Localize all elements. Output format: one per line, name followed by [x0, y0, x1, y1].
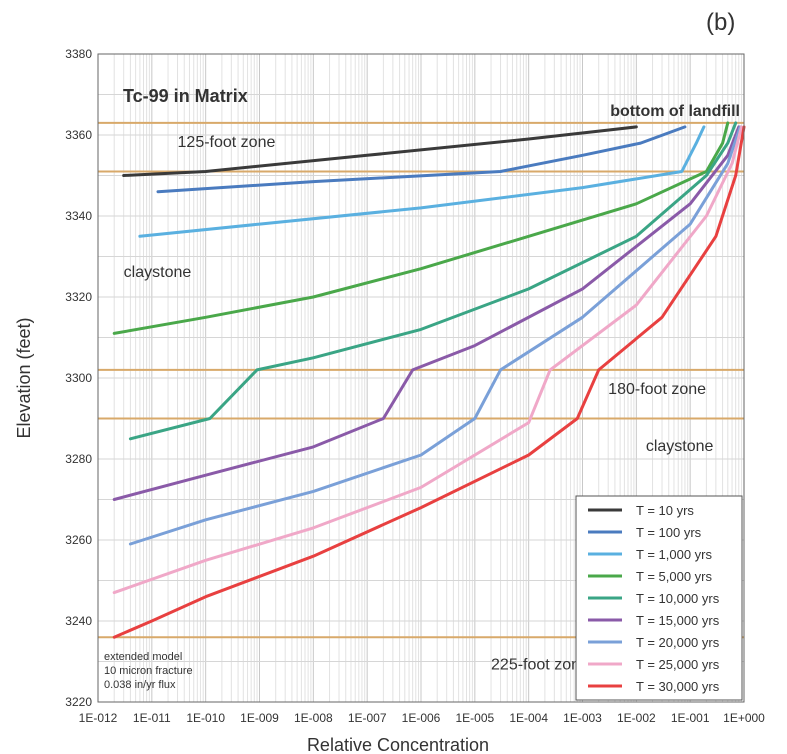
x-tick-label: 1E-008 [294, 711, 333, 725]
x-tick-label: 1E-004 [509, 711, 548, 725]
zone-annotation: 180-foot zone [608, 381, 706, 398]
series-line-5 [112, 125, 741, 501]
x-tick-label: 1E+000 [723, 711, 765, 725]
legend-label: T = 1,000 yrs [636, 547, 712, 562]
y-tick-label: 3220 [65, 695, 92, 709]
y-tick-label: 3360 [65, 128, 92, 142]
plot-frame [97, 53, 745, 703]
x-tick-label: 1E-011 [133, 711, 171, 725]
note-line-2: 10 micron fracture [104, 665, 193, 677]
series-line-2 [138, 125, 706, 238]
y-tick-label: 3240 [65, 614, 92, 628]
y-tick-label: 3260 [65, 533, 92, 547]
y-tick-label: 3280 [65, 452, 92, 466]
y-tick-label: 3300 [65, 371, 92, 385]
series-line-6 [128, 125, 742, 546]
x-tick-label: 1E-012 [79, 711, 118, 725]
zone-annotation: 125-foot zone [178, 134, 276, 151]
y-axis-label: Elevation (feet) [14, 317, 34, 438]
series-line-4 [128, 121, 738, 441]
series-line-0 [122, 125, 638, 177]
series-line-7 [112, 125, 743, 595]
series-line-3 [112, 121, 730, 335]
zone-annotations: 125-foot zone claystone 180-foot zone clays… [124, 134, 714, 673]
model-note: extended model 10 micron fracture 0.038 … [104, 651, 193, 691]
legend-label: T = 30,000 yrs [636, 679, 720, 694]
y-tick-labels: 3220 3240 3260 3280 3300 3320 3340 3360 3380 [65, 47, 92, 709]
x-tick-labels: 1E-012 1E-011 1E-010 1E-009 1E-008 1E-007 1E-0… [79, 711, 766, 725]
y-tick-label: 3320 [65, 290, 92, 304]
legend-label: T = 25,000 yrs [636, 657, 720, 672]
x-tick-label: 1E-005 [455, 711, 494, 725]
y-tick-label: 3380 [65, 47, 92, 61]
legend-label: T = 20,000 yrs [636, 635, 720, 650]
series-line-8 [112, 125, 746, 639]
x-tick-label: 1E-009 [240, 711, 279, 725]
note-line-3: 0.038 in/yr flux [104, 679, 176, 691]
x-tick-label: 1E-006 [402, 711, 441, 725]
x-axis-label: Relative Concentration [307, 735, 489, 754]
legend-label: T = 5,000 yrs [636, 569, 712, 584]
zone-annotation: claystone [124, 264, 192, 281]
legend-label: T = 100 yrs [636, 525, 702, 540]
legend: T = 10 yrs T = 100 yrs T = 1,000 yrs T = 5,… [575, 495, 743, 701]
legend-label: T = 10,000 yrs [636, 591, 720, 606]
panel-label: (b) [706, 9, 735, 36]
zone-annotation: claystone [646, 438, 714, 455]
x-tick-label: 1E-001 [671, 711, 710, 725]
x-tick-label: 1E-010 [186, 711, 225, 725]
series-layer [112, 121, 746, 639]
series-line-1 [156, 125, 687, 194]
note-line-1: extended model [104, 651, 182, 663]
bottom-of-landfill-label: bottom of landfill [610, 103, 740, 120]
chart-title: Tc-99 in Matrix [123, 86, 248, 106]
y-tick-label: 3340 [65, 209, 92, 223]
legend-label: T = 10 yrs [636, 503, 694, 518]
legend-label: T = 15,000 yrs [636, 613, 720, 628]
x-tick-label: 1E-007 [348, 711, 387, 725]
x-tick-label: 1E-003 [563, 711, 602, 725]
x-tick-label: 1E-002 [617, 711, 656, 725]
zone-annotation: 225-foot zone [491, 657, 589, 674]
